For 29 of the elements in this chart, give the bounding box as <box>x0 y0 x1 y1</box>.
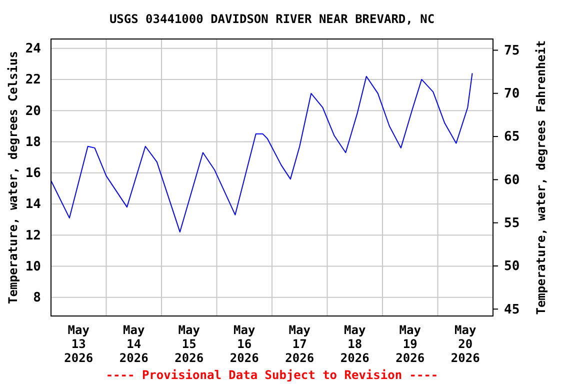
x-tick-label: May 19 2026 <box>396 323 425 365</box>
text: ---- Provisional Data Subject to Revision ---- <box>106 368 438 382</box>
x-tick-label: May 17 2026 <box>285 323 314 365</box>
y-tick-label: 24 <box>25 41 42 56</box>
x-tick-label: May 15 2026 <box>174 323 204 365</box>
y-tick-label: 8 <box>33 290 42 306</box>
y2-tick-label: 45 <box>504 302 520 318</box>
y2-tick-label: 60 <box>504 172 520 188</box>
y2-tick-label: 70 <box>504 86 520 102</box>
y-tick-label: 14 <box>25 197 42 212</box>
line-series <box>50 72 473 232</box>
chart-title: USGS 03441000 DAVIDSON RIVER NEAR BREVARD, NC <box>109 12 435 26</box>
y-tick-label: 10 <box>25 259 42 274</box>
y-tick-label: 22 <box>25 72 41 88</box>
y-tick-label: 16 <box>25 166 42 181</box>
y2-tick-label: 55 <box>504 216 520 231</box>
x-tick-label: May 14 2026 <box>119 323 148 365</box>
y2-tick-label: 65 <box>504 130 520 145</box>
x-tick-label: May 18 2026 <box>340 323 370 365</box>
x-tick-label: May 20 2026 <box>450 323 480 365</box>
y-tick-label: 20 <box>25 104 42 119</box>
y-tick-label: 18 <box>25 134 42 150</box>
y-tick-label: 12 <box>25 228 41 244</box>
y2-axis-title: Temperature, water, degrees Fahrenheit <box>534 40 548 315</box>
x-tick-label: May 16 2026 <box>230 323 259 365</box>
y-axis-title: Temperature, water, degrees Celsius <box>6 51 20 304</box>
y2-tick-label: 50 <box>504 259 520 274</box>
y2-tick-label: 75 <box>504 43 520 58</box>
x-tick-label: May 13 2026 <box>64 323 94 365</box>
